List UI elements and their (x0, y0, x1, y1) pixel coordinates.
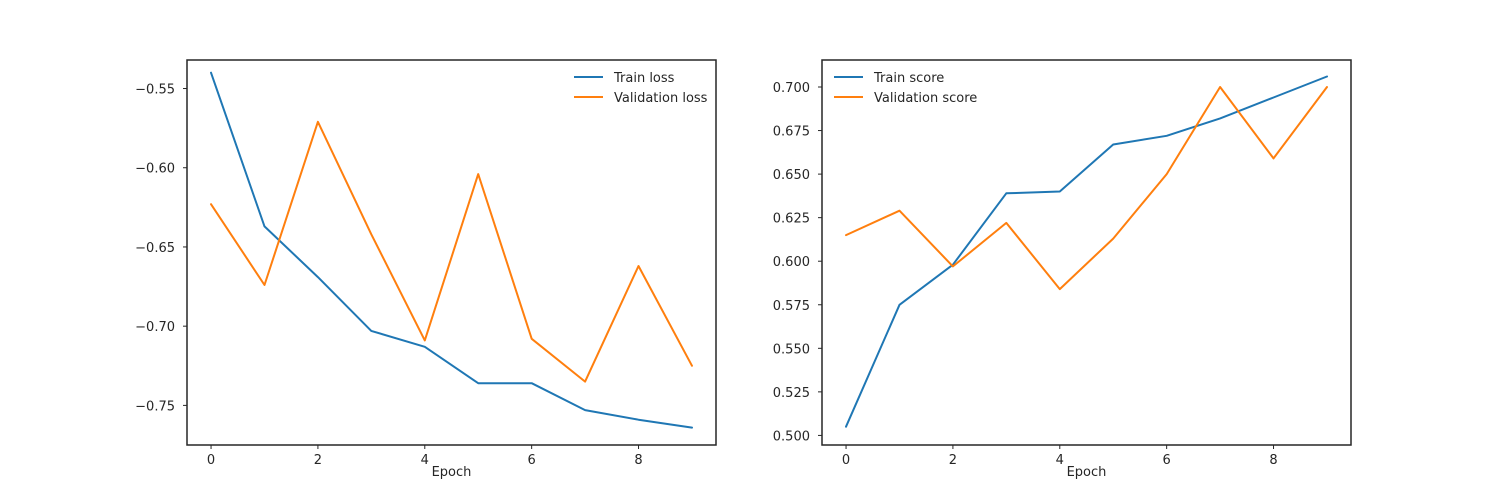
loss-series-line-validation-loss (210, 120, 693, 383)
score-y-tick-label: 0.625 (773, 212, 810, 227)
score-y-tick-label: 0.500 (773, 429, 810, 444)
loss-legend-label: Validation loss (614, 91, 708, 106)
score-y-tick-label: 0.700 (773, 81, 810, 96)
loss-y-tick-label: −0.65 (135, 241, 175, 256)
loss-x-tick-label: 6 (528, 453, 536, 468)
score-x-tick-label: 0 (842, 453, 850, 468)
score-y-tick-label: 0.550 (773, 342, 810, 357)
loss-x-axis-title: Epoch (432, 465, 472, 480)
score-y-tick-label: 0.650 (773, 168, 810, 183)
score-plot-frame (821, 59, 1352, 446)
score-series-line-train-score (845, 75, 1328, 428)
score-x-tick-label: 6 (1163, 453, 1171, 468)
loss-y-tick-label: −0.60 (135, 162, 175, 177)
score-y-tick-label: 0.575 (773, 299, 810, 314)
score-x-tick-label: 8 (1269, 453, 1277, 468)
loss-x-tick-label: 0 (207, 453, 215, 468)
loss-y-tick-label: −0.55 (135, 83, 175, 98)
loss-legend-label: Train loss (613, 71, 675, 86)
loss-legend: Train loss Validation loss (574, 71, 708, 106)
loss-series-line-train-loss (210, 71, 693, 429)
score-series-line-validation-score (845, 86, 1328, 291)
loss-y-tick-label: −0.70 (135, 320, 175, 335)
loss-x-tick-label: 8 (634, 453, 642, 468)
score-legend-label: Train score (873, 71, 944, 86)
score-legend-label: Validation score (874, 91, 977, 106)
score-y-tick-label: 0.675 (773, 125, 810, 140)
score-legend: Train score Validation score (834, 71, 977, 106)
loss-chart-panel: 0 2 4 6 8 −0.55 −0.60 −0.65 −0.70 −0.75 Epoch Train… (135, 59, 717, 480)
loss-x-tick-label: 4 (421, 453, 429, 468)
loss-x-tick-label: 2 (314, 453, 322, 468)
score-x-axis-title: Epoch (1067, 465, 1107, 480)
score-chart-panel: 0 2 4 6 8 0.500 0.525 0.550 0.575 0.600 0.625 0.650… (773, 59, 1352, 480)
loss-y-tick-label: −0.75 (135, 399, 175, 414)
score-x-tick-label: 4 (1056, 453, 1064, 468)
score-y-tick-label: 0.600 (773, 255, 810, 270)
score-y-tick-label: 0.525 (773, 386, 810, 401)
score-x-tick-label: 2 (949, 453, 957, 468)
loss-plot-frame (186, 59, 717, 446)
